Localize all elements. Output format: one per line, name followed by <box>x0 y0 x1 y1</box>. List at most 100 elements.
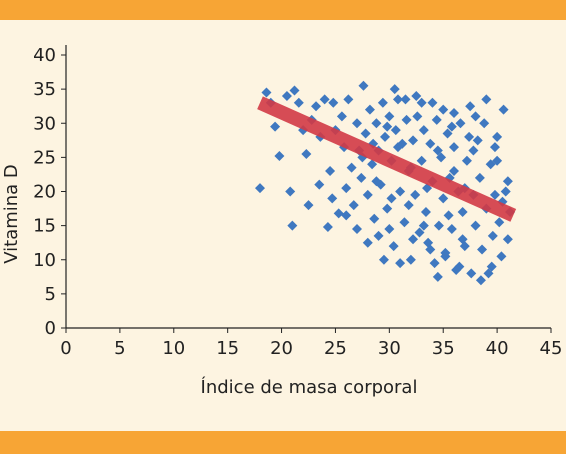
data-point <box>346 162 357 173</box>
data-point <box>362 237 373 248</box>
data-point <box>420 206 431 217</box>
data-point <box>293 97 304 108</box>
data-point <box>367 159 378 170</box>
data-point <box>373 230 384 241</box>
data-point <box>285 186 296 197</box>
data-point <box>352 118 362 129</box>
x-tick-label: 35 <box>432 338 455 359</box>
x-tick-label: 20 <box>270 338 293 359</box>
data-point <box>395 186 406 197</box>
data-point <box>436 152 447 163</box>
data-point <box>431 114 442 125</box>
data-point <box>481 94 492 105</box>
data-point <box>411 90 422 101</box>
data-point <box>358 80 369 91</box>
y-tick-label: 40 <box>33 45 56 66</box>
data-point <box>325 166 336 177</box>
x-axis-title: Índice de masa corporal <box>201 376 418 398</box>
data-point <box>389 84 400 95</box>
data-point <box>418 125 429 136</box>
data-point <box>472 135 483 146</box>
data-point <box>386 193 397 204</box>
data-point <box>489 189 500 200</box>
data-point <box>457 234 468 245</box>
data-point <box>360 128 371 139</box>
data-point <box>255 183 265 194</box>
data-point <box>400 94 411 105</box>
data-point <box>412 111 423 122</box>
data-point <box>356 172 367 183</box>
data-point <box>364 104 375 115</box>
data-point <box>496 251 507 262</box>
data-point <box>477 244 488 255</box>
y-tick-label: 20 <box>33 182 56 203</box>
data-point <box>287 220 298 231</box>
data-point <box>442 128 453 139</box>
data-point <box>498 104 509 115</box>
bottom-band <box>0 431 566 454</box>
data-point <box>395 258 406 269</box>
data-point <box>425 138 436 149</box>
data-point <box>371 176 382 187</box>
data-point <box>470 111 481 122</box>
data-point <box>348 200 359 211</box>
data-point <box>474 172 485 183</box>
data-point <box>410 189 421 200</box>
data-point <box>384 111 395 122</box>
data-point <box>418 220 429 231</box>
data-point <box>483 268 494 279</box>
axes: 0 5 10 15 20 25 30 35 40 45 0 5 10 15 20 25 30 35 40 <box>33 45 562 359</box>
data-point <box>438 104 449 115</box>
top-band <box>0 0 566 20</box>
y-tick-label: 15 <box>33 216 56 237</box>
data-point <box>446 121 457 132</box>
x-tick-label: 10 <box>162 338 185 359</box>
data-point <box>392 142 403 153</box>
x-tick-label: 5 <box>114 338 125 359</box>
y-tick-label: 5 <box>45 284 56 305</box>
data-point <box>377 97 388 108</box>
data-point <box>502 176 513 187</box>
data-point <box>333 208 344 219</box>
data-point <box>433 220 444 231</box>
data-point <box>479 118 490 129</box>
data-point <box>455 118 466 129</box>
data-point <box>489 142 500 153</box>
data-point <box>494 217 505 228</box>
y-tick-label: 25 <box>33 147 56 168</box>
x-tick-label: 45 <box>540 338 563 359</box>
data-point <box>454 261 465 272</box>
trend-line <box>257 96 517 222</box>
data-point <box>303 200 314 211</box>
data-point <box>401 114 412 125</box>
data-point <box>390 125 401 136</box>
x-tick-label: 25 <box>324 338 347 359</box>
data-point <box>475 275 486 286</box>
data-point <box>492 155 503 166</box>
data-point <box>457 206 468 217</box>
data-point <box>446 224 457 235</box>
data-point <box>432 271 443 282</box>
data-point <box>289 85 300 96</box>
data-point <box>466 268 477 279</box>
data-point <box>416 97 427 108</box>
data-point <box>399 217 410 228</box>
data-point <box>352 224 362 235</box>
data-point <box>343 94 354 105</box>
data-point <box>429 258 440 269</box>
y-tick-label: 0 <box>45 318 56 339</box>
data-point <box>403 200 414 211</box>
data-point <box>311 101 322 112</box>
data-point <box>425 244 436 255</box>
data-point <box>449 166 459 177</box>
data-point <box>486 261 497 272</box>
data-point <box>502 234 513 245</box>
data-point <box>487 230 498 241</box>
data-point <box>322 221 333 232</box>
x-tick-label: 0 <box>60 338 71 359</box>
data-point <box>492 131 503 142</box>
data-point <box>336 111 347 122</box>
y-tick-label: 30 <box>33 113 56 134</box>
data-point <box>405 254 416 265</box>
